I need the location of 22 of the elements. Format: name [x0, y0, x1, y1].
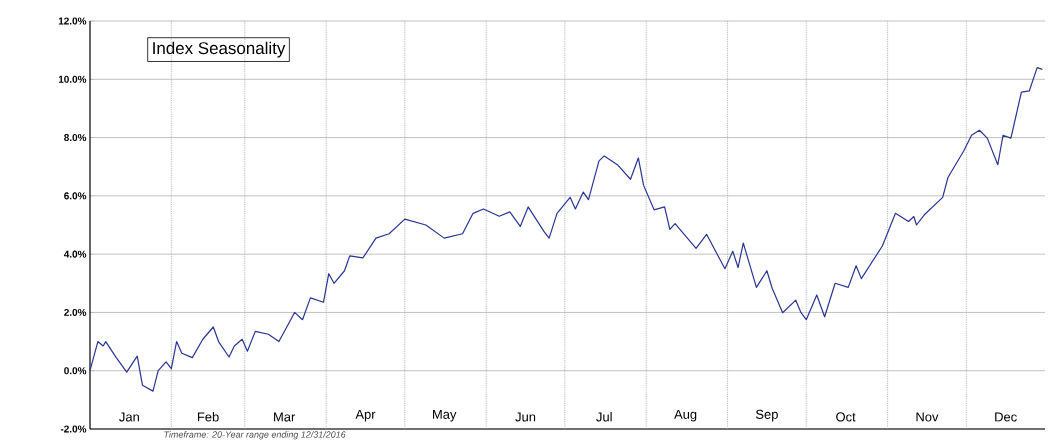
y-tick-label: 6.0% [64, 192, 87, 200]
y-tick-label: 4.0% [63, 250, 87, 258]
x-tick-label: Apr [355, 409, 376, 422]
text: Timeframe: 20-Year range ending 12/31/2016 [164, 431, 346, 440]
y-tick-label: -2.0% [60, 425, 87, 433]
y-tick-label: 0.0% [64, 367, 87, 375]
x-tick-label: May [433, 409, 457, 422]
x-tick-label: Jun [515, 412, 536, 422]
y-tick-label: 2.0% [64, 308, 87, 316]
y-tick-label: 12.0% [58, 17, 87, 25]
y-tick-label: 8.0% [64, 134, 87, 142]
x-tick-label: Jul [596, 411, 612, 422]
x-tick-label: Sep [755, 409, 778, 422]
x-tick-label: Nov [916, 412, 939, 422]
text: Index Seasonality [153, 41, 286, 58]
x-tick-label: Mar [274, 412, 296, 422]
x-tick-label: Dec [995, 412, 1017, 422]
x-tick-label: Feb [197, 411, 219, 422]
y-tick-label: 10.0% [58, 75, 87, 83]
x-tick-label: Aug [674, 409, 697, 422]
x-tick-label: Oct [836, 412, 856, 422]
x-tick-label: Jan [119, 412, 139, 422]
